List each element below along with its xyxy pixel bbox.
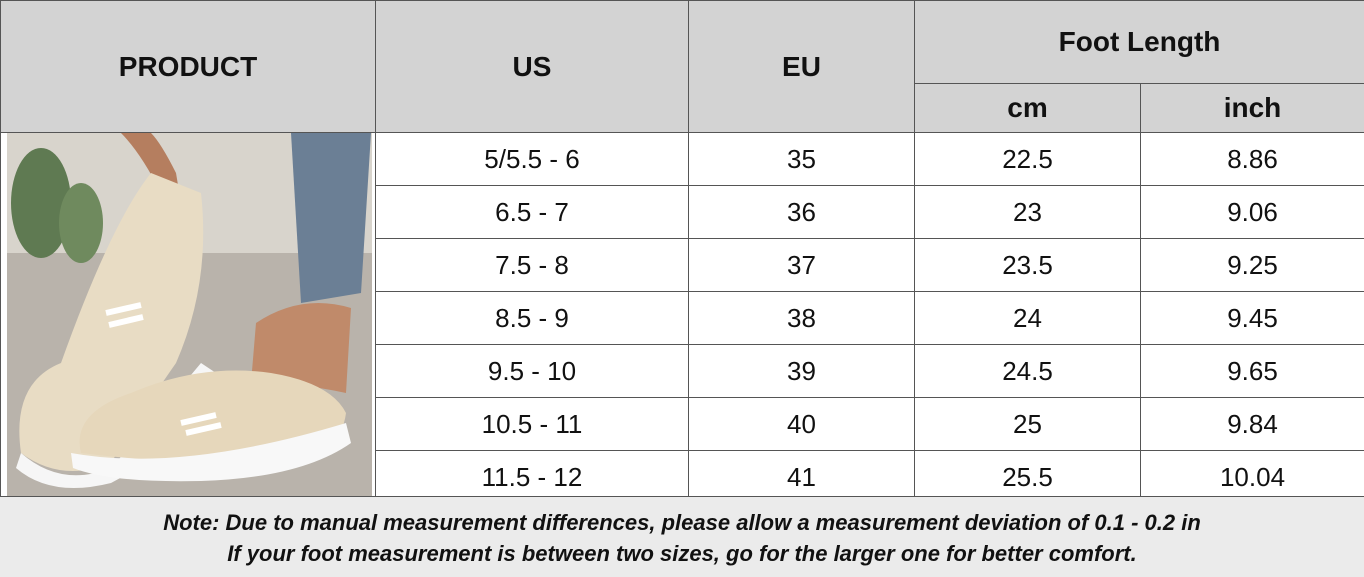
foot-inch: 9.06 xyxy=(1141,186,1364,239)
foot-cm: 23.5 xyxy=(915,239,1141,292)
header-cm: cm xyxy=(915,84,1141,133)
foot-cm: 23 xyxy=(915,186,1141,239)
eu-size: 36 xyxy=(689,186,915,239)
foot-cm: 22.5 xyxy=(915,133,1141,186)
eu-size: 39 xyxy=(689,345,915,398)
product-image xyxy=(1,133,376,504)
us-size: 5/5.5 - 6 xyxy=(376,133,689,186)
foot-cm: 25 xyxy=(915,398,1141,451)
foot-inch: 9.65 xyxy=(1141,345,1364,398)
note: Note: Due to manual measurement differen… xyxy=(0,496,1364,577)
foot-inch: 8.86 xyxy=(1141,133,1364,186)
header-eu: EU xyxy=(689,1,915,133)
header-us: US xyxy=(376,1,689,133)
eu-size: 35 xyxy=(689,133,915,186)
foot-cm: 24.5 xyxy=(915,345,1141,398)
header-foot-length: Foot Length xyxy=(915,1,1364,84)
product-photo xyxy=(1,133,376,496)
us-size: 8.5 - 9 xyxy=(376,292,689,345)
foot-inch: 9.45 xyxy=(1141,292,1364,345)
header-inch: inch xyxy=(1141,84,1364,133)
eu-size: 38 xyxy=(689,292,915,345)
eu-size: 40 xyxy=(689,398,915,451)
us-size: 10.5 - 11 xyxy=(376,398,689,451)
foot-inch: 9.84 xyxy=(1141,398,1364,451)
note-line: If your foot measurement is between two … xyxy=(0,538,1364,569)
foot-cm: 24 xyxy=(915,292,1141,345)
header-product: PRODUCT xyxy=(1,1,376,133)
eu-size: 37 xyxy=(689,239,915,292)
us-size: 7.5 - 8 xyxy=(376,239,689,292)
size-table: PRODUCT US EU Foot Length cm inch 5/5.5 … xyxy=(0,0,1364,504)
us-size: 6.5 - 7 xyxy=(376,186,689,239)
us-size: 9.5 - 10 xyxy=(376,345,689,398)
foot-inch: 9.25 xyxy=(1141,239,1364,292)
note-line: Note: Due to manual measurement differen… xyxy=(0,507,1364,538)
